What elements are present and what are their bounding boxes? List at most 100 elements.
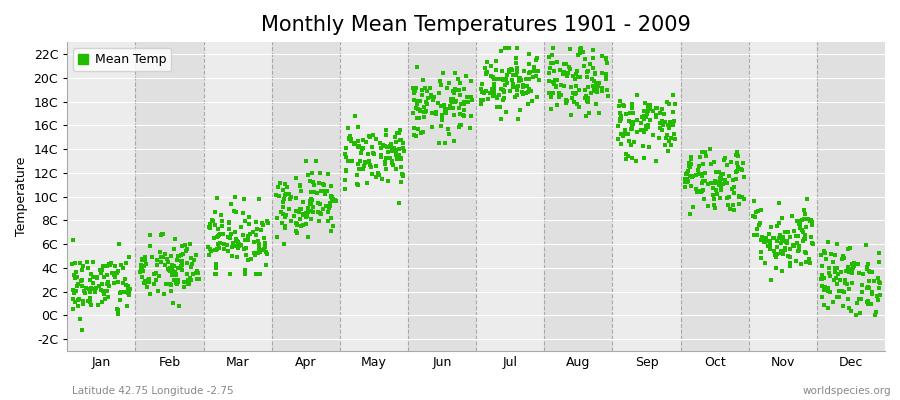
Point	[164, 282, 178, 288]
Point	[326, 223, 340, 229]
Point	[205, 217, 220, 223]
Point	[283, 205, 297, 212]
Point	[797, 232, 812, 238]
Point	[229, 209, 243, 215]
Point	[208, 247, 222, 254]
Point	[260, 220, 274, 226]
Point	[344, 138, 358, 144]
Point	[823, 289, 837, 295]
Point	[629, 117, 643, 123]
Point	[247, 250, 261, 256]
Point	[653, 120, 668, 126]
Point	[441, 126, 455, 132]
Point	[236, 210, 250, 216]
Point	[522, 61, 536, 67]
Point	[113, 288, 128, 295]
Point	[424, 92, 438, 98]
Point	[832, 277, 847, 283]
Point	[789, 258, 804, 264]
Point	[862, 285, 877, 291]
Point	[508, 72, 523, 79]
Point	[708, 168, 723, 175]
Point	[100, 272, 114, 278]
Point	[416, 129, 430, 135]
Point	[111, 268, 125, 274]
Point	[814, 251, 828, 258]
Point	[678, 176, 692, 182]
Point	[624, 126, 638, 132]
Point	[256, 246, 271, 252]
Point	[680, 176, 694, 182]
Point	[796, 238, 810, 244]
Point	[783, 246, 797, 253]
Point	[780, 238, 795, 244]
Point	[119, 260, 133, 266]
Point	[275, 187, 290, 193]
Point	[560, 73, 574, 80]
Point	[293, 188, 308, 194]
Point	[557, 61, 572, 67]
Point	[580, 68, 595, 74]
Point	[145, 254, 159, 260]
Point	[228, 229, 242, 236]
Point	[464, 94, 478, 100]
Point	[564, 112, 579, 118]
Point	[663, 134, 678, 141]
Point	[491, 95, 505, 101]
Point	[397, 147, 411, 154]
Point	[456, 112, 471, 119]
Point	[171, 265, 185, 271]
Point	[818, 250, 832, 256]
Point	[339, 168, 354, 174]
Point	[707, 179, 722, 186]
Point	[513, 107, 527, 113]
Point	[505, 81, 519, 87]
Point	[847, 263, 861, 269]
Point	[170, 280, 184, 287]
Point	[209, 247, 223, 254]
Point	[530, 55, 544, 62]
Point	[654, 120, 669, 126]
Point	[494, 86, 508, 92]
Point	[148, 271, 162, 277]
Point	[727, 184, 742, 190]
Point	[106, 272, 121, 279]
Point	[238, 252, 253, 259]
Point	[825, 299, 840, 305]
Point	[817, 302, 832, 308]
Point	[612, 118, 626, 124]
Point	[567, 99, 581, 105]
Point	[166, 300, 180, 306]
Point	[392, 199, 406, 206]
Point	[374, 145, 389, 152]
Point	[228, 194, 242, 200]
Point	[421, 95, 436, 102]
Point	[74, 278, 88, 285]
Point	[846, 264, 860, 270]
Point	[98, 296, 112, 302]
Point	[176, 284, 191, 290]
Point	[780, 240, 795, 246]
Point	[74, 277, 88, 284]
Point	[542, 78, 556, 84]
Point	[259, 262, 274, 268]
Point	[356, 166, 370, 172]
Point	[649, 112, 663, 118]
Point	[320, 208, 335, 215]
Point	[303, 189, 318, 196]
Point	[842, 268, 856, 275]
Point	[620, 152, 634, 159]
Point	[190, 276, 204, 282]
Point	[700, 203, 715, 210]
Point	[754, 249, 769, 255]
Point	[758, 235, 772, 241]
Point	[872, 285, 886, 291]
Point	[487, 81, 501, 87]
Point	[76, 288, 91, 294]
Point	[661, 147, 675, 154]
Point	[95, 287, 110, 294]
Point	[422, 85, 436, 91]
Point	[828, 268, 842, 275]
Point	[425, 94, 439, 100]
Point	[582, 60, 597, 67]
